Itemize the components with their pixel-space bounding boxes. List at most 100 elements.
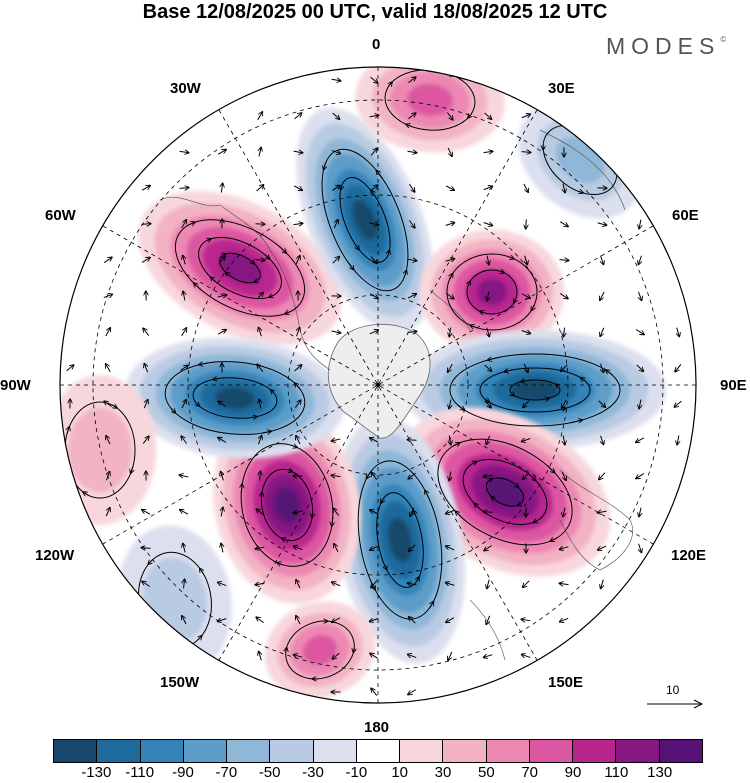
flow-arrow: [188, 220, 194, 227]
flow-arrow: [181, 400, 186, 409]
flow-arrow: [448, 651, 453, 660]
flow-arrow: [261, 430, 271, 433]
lon-label-150w: 150W: [160, 674, 200, 691]
flow-arrow: [546, 465, 556, 472]
flow-arrow: [181, 436, 188, 444]
flow-arrow: [179, 188, 189, 189]
flow-arrow: [530, 475, 536, 480]
colorbar-tick-label: -70: [215, 764, 238, 781]
anomaly-contour: [215, 387, 255, 409]
flow-arrow: [104, 257, 111, 263]
streamline-loop: [376, 492, 424, 588]
flow-arrow: [369, 330, 378, 335]
flow-arrow: [449, 471, 451, 481]
flow-arrow: [446, 546, 455, 551]
colorbar-tick-label: 130: [647, 764, 673, 781]
flow-arrow: [484, 475, 493, 476]
flow-arrow: [141, 258, 150, 263]
flow-arrow: [293, 223, 303, 224]
flow-arrow: [257, 112, 263, 121]
colorbar-tick-label: 90: [564, 764, 582, 781]
pole-marker: [376, 383, 380, 387]
flow-arrow: [218, 257, 225, 264]
colorbar-swatch: [659, 740, 702, 762]
lon-label-0: 0: [372, 36, 381, 53]
flow-arrow: [141, 186, 150, 191]
flow-arrow: [601, 579, 604, 589]
lon-label-60e: 60E: [672, 207, 699, 224]
flow-arrow: [402, 271, 408, 278]
flow-arrow: [408, 689, 417, 695]
flow-arrow: [376, 170, 383, 180]
flow-arrow: [256, 583, 265, 585]
flow-arrow: [196, 403, 199, 406]
streamline-loop: [198, 236, 282, 300]
flow-arrow: [518, 504, 520, 506]
flow-arrow: [505, 370, 512, 372]
flow-arrow: [217, 295, 227, 297]
colorbar-tick-label: 30: [434, 764, 452, 781]
flow-arrow: [408, 654, 417, 657]
flow-arrow: [170, 407, 176, 413]
flow-arrow: [487, 579, 489, 589]
flow-arrow: [406, 124, 413, 126]
brand-logo: MODES©: [606, 33, 726, 60]
flow-arrow: [66, 365, 74, 372]
flow-arrow: [217, 330, 226, 335]
flow-arrow: [210, 277, 216, 282]
flow-arrow: [179, 151, 189, 152]
flow-arrow: [601, 255, 604, 265]
flow-arrow: [184, 580, 185, 589]
flow-arrow: [600, 291, 605, 300]
flow-arrow: [221, 508, 223, 517]
flow-arrow: [516, 485, 519, 487]
flow-arrow: [484, 545, 493, 550]
streamline-loop: [357, 460, 443, 620]
flow-arrow: [677, 327, 680, 337]
flow-arrow: [278, 245, 288, 253]
flow-arrow: [259, 328, 262, 337]
flow-arrow: [311, 512, 314, 517]
africa-coast: [539, 129, 626, 211]
flow-arrow: [143, 328, 150, 336]
colorbar-swatch: [616, 740, 660, 762]
flow-arrow: [407, 294, 416, 299]
flow-arrow: [523, 580, 530, 587]
flow-arrow: [183, 292, 185, 301]
lon-label-120w: 120W: [35, 547, 75, 564]
flow-arrow: [472, 460, 476, 465]
flow-arrow: [294, 655, 303, 657]
flow-arrow: [259, 148, 261, 157]
flow-arrow: [521, 152, 531, 153]
flow-arrow: [183, 256, 186, 265]
flow-arrow: [142, 582, 151, 587]
flow-arrow: [105, 508, 110, 517]
flow-arrow: [449, 435, 450, 445]
flow-arrow: [556, 384, 558, 385]
flow-arrow: [598, 545, 607, 550]
colorbar-tick-label: -110: [125, 764, 155, 781]
latitude-circle-2: [187, 194, 569, 576]
flow-arrow: [639, 399, 641, 409]
flow-arrow: [486, 435, 489, 444]
flow-arrow: [264, 254, 270, 258]
flow-arrow: [523, 183, 528, 192]
flow-arrow: [142, 510, 151, 515]
flow-arrow: [103, 294, 112, 297]
flow-arrow: [638, 291, 641, 300]
flow-arrow: [141, 224, 151, 225]
flow-arrow: [254, 281, 256, 283]
flow-arrow: [523, 363, 528, 372]
flow-arrow: [296, 616, 301, 625]
flow-arrow: [428, 602, 434, 609]
flow-arrow: [148, 560, 153, 564]
flow-arrow: [600, 363, 603, 372]
lon-label-60w: 60W: [45, 207, 76, 224]
colorbar: [53, 739, 703, 763]
flow-arrow: [560, 617, 569, 621]
flow-arrow: [289, 444, 297, 449]
colorbar-tick-label: 110: [604, 764, 629, 781]
colorbar-swatch: [183, 740, 228, 762]
meridian-120: [102, 225, 654, 545]
flow-arrow: [639, 543, 642, 553]
